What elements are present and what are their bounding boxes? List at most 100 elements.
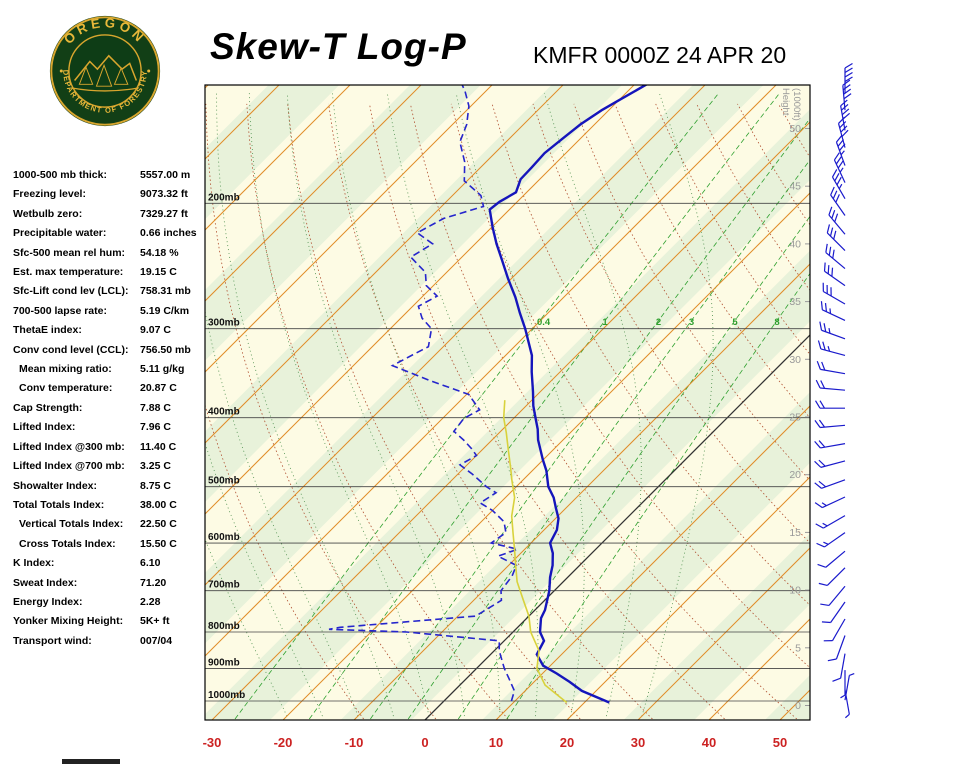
moist-adiabats [205,92,714,717]
height-tick-label: 25 [789,412,801,424]
isotherms [205,85,810,720]
temp-tick-label: -20 [274,735,293,750]
wind-barb-icon [827,635,846,662]
index-label: Showalter Index: [13,479,98,492]
index-row: Cross Totals Index: 15.50 C [13,535,205,554]
height-tick-label: 30 [789,354,801,366]
index-label: Sfc-500 mean rel hum: [13,246,126,259]
wind-barb-icon [825,243,846,270]
mixing-ratio-label: 5 [732,317,738,328]
temperature-profile [488,85,648,704]
index-row: Lifted Index @700 mb: 3.25 C [13,457,205,476]
wind-barb-icon [837,116,849,148]
pressure-label: 300mb [208,318,240,329]
index-row: Conv cond level (CCL): 756.50 mb [13,341,205,360]
index-value: 22.50 C [140,518,177,531]
index-row: Est. max temperature: 19.15 C [13,263,205,282]
wind-barb-icon [828,206,846,235]
temp-tick-label: -10 [345,735,364,750]
index-value: 5.19 C/km [140,304,190,317]
index-row: Wetbulb zero: 7329.27 ft [13,205,205,224]
profiles [328,85,648,704]
wind-barb-icon [814,459,846,468]
index-label: 700-500 lapse rate: [13,304,107,317]
index-row: Sfc-500 mean rel hum: 54.18 % [13,244,205,263]
odf-logo: OREGON DEPARTMENT OF FORESTRY [49,15,161,127]
index-row: Total Totals Index: 38.00 C [13,496,205,515]
wind-barb-icon [815,515,846,529]
index-row: 700-500 lapse rate: 5.19 C/km [13,302,205,321]
temp-tick-label: -30 [203,735,222,750]
wind-barb-icon [818,567,846,587]
index-label: 1000-500 mb thick: [13,169,107,181]
index-label: Vertical Totals Index: [19,518,124,531]
pressure-label: 800mb [208,621,240,632]
index-label: Est. max temperature: [13,266,124,279]
page-title: Skew-T Log-P [210,26,467,67]
index-label: Wetbulb zero: [13,207,83,220]
height-tick-label: 5 [795,642,801,654]
index-label: Precipitable water: [13,227,107,240]
index-row: Energy Index: 2.28 [13,593,205,612]
logo-tree-icon [113,66,129,85]
index-value: 758.31 mb [140,285,191,298]
index-value: 0.66 inches [140,227,197,240]
height-tick-label: 50 [789,123,801,135]
index-label: Transport wind: [13,634,92,647]
logo-outer-ring [50,16,160,126]
mixing-ratio-label: 0.4 [537,317,551,328]
height-axis-unit: (1000ft) [791,88,802,121]
wind-barb-icon [844,62,853,93]
wind-barb-icon [819,321,846,340]
pressure-label: 500mb [208,476,240,487]
index-value: 9.07 C [140,324,171,337]
index-row: Vertical Totals Index: 22.50 C [13,515,205,534]
mixing-ratio-label: 2 [656,317,661,328]
wind-barb-icon [844,689,850,719]
logo-mountains [74,54,138,81]
wind-barb-icon [814,400,845,409]
index-value: 8.75 C [140,479,171,492]
index-row: Lifted Index @300 mb: 11.40 C [13,438,205,457]
index-value: 2.28 [140,595,161,608]
wind-barb-icon [826,224,846,252]
pressure-label: 900mb [208,657,240,668]
pressure-label: 700mb [208,580,240,591]
wind-barb-icon [823,618,846,642]
pressure-label: 600mb [208,532,240,543]
temp-tick-label: 30 [631,735,645,750]
logo-ground [72,87,138,92]
wind-barb-icon [817,340,846,356]
mixing-ratio-label: 1 [602,317,608,328]
index-label: Yonker Mixing Height: [13,615,124,628]
wind-barb-icon [820,585,846,607]
mixing-ratio-label: 3 [689,317,694,328]
index-label: Freezing level: [13,188,86,201]
wind-barb-icon [840,670,846,699]
temp-tick-label: 40 [702,735,716,750]
wind-barb-icon [831,169,846,199]
pressure-label: 400mb [208,407,240,418]
index-label: Mean mixing ratio: [19,363,112,376]
index-label: ThetaE index: [13,324,82,337]
index-row: Transport wind: 007/04 [13,632,205,651]
height-tick-label: 15 [789,527,801,539]
index-value: 5.11 g/kg [140,363,185,376]
index-row: Conv temperature: 20.87 C [13,379,205,398]
index-row: Cap Strength: 7.88 C [13,399,205,418]
temp-tick-label: 20 [560,735,574,750]
wind-barb-icon [823,262,846,287]
wind-barb-icon [814,496,846,509]
logo-dot [59,69,63,73]
height-tick-label: 35 [789,296,801,308]
index-value: 5K+ ft [140,615,170,628]
wind-barb-icon [820,301,846,321]
index-row: Showalter Index: 8.75 C [13,477,205,496]
index-value: 7.88 C [140,401,171,414]
index-row: Precipitable water: 0.66 inches [13,224,205,243]
index-value: 9073.32 ft [140,188,188,201]
pressure-label: 1000mb [208,690,245,701]
